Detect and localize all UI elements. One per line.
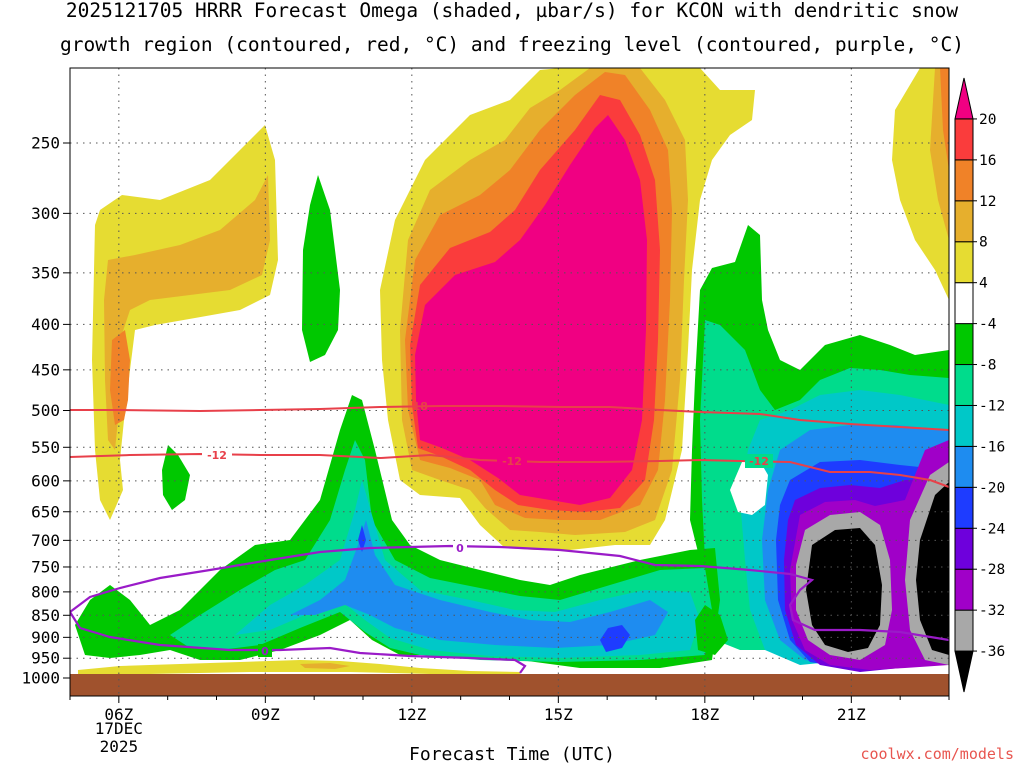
y-tick-label: 750 — [31, 557, 60, 576]
omega-sinking-small-mid — [695, 605, 728, 655]
colorbar-label: -16 — [979, 439, 1005, 455]
colorbar-swatch — [954, 650, 974, 693]
colorbar-swatch — [954, 445, 974, 488]
x-axis: 06Z 09Z 12Z 15Z 18Z 21Z — [69, 696, 950, 724]
y-tick-label: 800 — [31, 582, 60, 601]
y-tick-label: 950 — [31, 649, 60, 668]
colorbar-swatch — [954, 486, 974, 529]
credit-link[interactable]: coolwx.com/models — [860, 745, 1014, 763]
contour-label-minus-12-c: -12 — [745, 454, 773, 468]
y-tick-label: 450 — [31, 360, 60, 379]
colorbar-swatch — [954, 527, 974, 570]
omega-shading — [70, 68, 949, 696]
svg-text:0: 0 — [261, 645, 269, 658]
omega-sinking-lower-cyan — [235, 480, 700, 658]
y-tick-label: 650 — [31, 502, 60, 521]
colorbar-label: -36 — [979, 644, 1005, 660]
omega-sinking-clear-pocket — [730, 458, 768, 515]
colorbar-swatch — [954, 282, 974, 325]
contour-label-minus-12-a: -12 — [202, 448, 232, 462]
y-tick-label: 1000 — [21, 669, 60, 688]
colorbar-swatch — [954, 609, 974, 652]
chart-title-line-1: 2025121705 HRRR Forecast Omega (shaded, … — [65, 0, 959, 22]
colorbar-swatch — [954, 323, 974, 366]
colorbar-label: -4 — [979, 317, 997, 333]
x-tick-label: 09Z — [251, 705, 280, 724]
svg-text:0: 0 — [456, 542, 464, 555]
omega-rising-far-right-core — [940, 68, 949, 170]
contour-label-minus-12-b: -12 — [497, 454, 527, 468]
omega-rising-surface-strip — [78, 660, 520, 676]
colorbar-label: 20 — [979, 112, 996, 128]
y-tick-label: 900 — [31, 628, 60, 647]
omega-sinking-right-black — [806, 528, 882, 652]
y-tick-label: 500 — [31, 401, 60, 420]
ground-surface — [70, 674, 949, 696]
svg-text:-12: -12 — [749, 455, 769, 468]
dendritic-contour-minus-12 — [70, 452, 949, 488]
colorbar-swatch — [954, 404, 974, 447]
contours: -18 -12 -12 -12 0 0 — [70, 400, 949, 674]
y-tick-label: 850 — [31, 606, 60, 625]
contour-label-zero-a: 0 — [453, 541, 467, 555]
freezing-level-contour — [70, 544, 949, 642]
omega-rising-surface-core — [300, 663, 350, 669]
omega-sinking-lower-blue-dot — [600, 625, 630, 652]
colorbar-label: -32 — [979, 603, 1005, 619]
colorbar-swatch — [954, 364, 974, 406]
x-date-line-1: 17DEC — [94, 719, 143, 738]
dendritic-contour-minus-18 — [70, 405, 949, 431]
x-date-label: 17DEC 2025 — [79, 720, 159, 756]
colorbar-swatch — [954, 200, 974, 243]
colorbar-label: 12 — [979, 194, 996, 210]
y-tick-label: 600 — [31, 471, 60, 490]
colorbar-swatch — [954, 77, 974, 120]
omega-sinking-lower-ltblue — [290, 520, 668, 648]
x-tick-label: 15Z — [544, 705, 573, 724]
omega-sinking-right-black2 — [916, 482, 949, 655]
svg-text:-18: -18 — [408, 400, 428, 413]
freezing-level-contour-lower — [70, 611, 527, 674]
colorbar-label: -24 — [979, 521, 1005, 537]
omega-rising-left-core — [110, 330, 130, 425]
omega-rising-left-inner — [104, 175, 270, 450]
svg-text:-12: -12 — [207, 449, 227, 462]
x-tick-label: 21Z — [837, 705, 866, 724]
colorbar-swatch — [954, 159, 974, 202]
y-tick-label: 400 — [31, 315, 60, 334]
omega-sinking-lower-blue-dot2 — [358, 525, 366, 552]
chart-title-line-2: growth region (contoured, red, °C) and f… — [60, 33, 964, 56]
colorbar-swatch — [954, 241, 974, 284]
y-tick-label: 350 — [31, 263, 60, 282]
x-tick-label: 12Z — [397, 705, 426, 724]
colorbar-swatch — [954, 118, 974, 161]
colorbar-label: -20 — [979, 480, 1005, 496]
colorbar-swatch — [954, 568, 974, 611]
omega-sinking-small-left — [162, 445, 190, 510]
contour-label-zero-b: 0 — [258, 644, 272, 658]
x-tick-label: 18Z — [690, 705, 719, 724]
y-axis: 250 300 350 400 450 500 550 600 650 700 750 800 850 9… — [21, 134, 70, 688]
colorbar-label: 8 — [979, 235, 988, 251]
omega-sinking-upper-cell — [302, 175, 340, 362]
colorbar-label: 4 — [979, 276, 988, 292]
x-tick-label: 06Z — [104, 705, 133, 724]
grid — [70, 68, 949, 696]
colorbar-label: 16 — [979, 153, 996, 169]
colorbar-label: -12 — [979, 398, 1005, 414]
x-date-line-2: 2025 — [99, 737, 139, 756]
y-tick-label: 250 — [31, 134, 60, 153]
colorbar-label: -28 — [979, 562, 1005, 578]
x-axis-title: Forecast Time (UTC) — [409, 744, 615, 765]
contour-label-minus-18: -18 — [408, 400, 428, 413]
y-tick-label: 700 — [31, 531, 60, 550]
y-tick-label: 550 — [31, 438, 60, 457]
svg-text:-12: -12 — [502, 455, 522, 468]
colorbar-label: -8 — [979, 358, 996, 374]
y-tick-label: 300 — [31, 204, 60, 223]
colorbar: -36 -32 -28 -24 -20 -16 -12 -8 -4 4 8 12 16 20 — [954, 77, 1005, 693]
